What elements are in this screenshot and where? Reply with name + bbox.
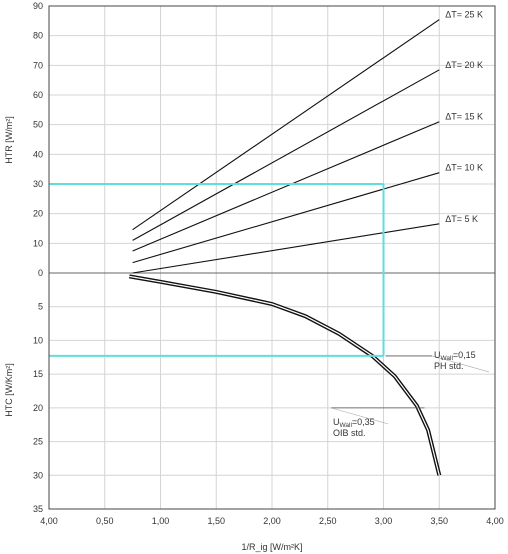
series-label: ΔT= 5 K [445,214,478,224]
y-axis-title-htc: HTC [W/Km²] [4,363,14,417]
y-tick-label-htc: 25 [33,437,43,447]
x-tick-label: 4,00 [486,516,504,526]
y-tick-label-htc: 35 [33,504,43,514]
series-line [132,121,440,252]
annotation-underline [330,407,389,425]
y-tick-label-htr: 90 [33,1,43,11]
x-axis-title: 1/R_ig [W/m²K] [241,542,302,552]
y-tick-label-htr: 0 [38,268,43,278]
y-tick-label-htc: 30 [33,470,43,480]
series-label: ΔT= 15 K [445,112,483,122]
y-axis-title-htr: HTR [W/m²] [4,116,14,164]
series-line [132,69,440,241]
x-tick-label: 2,00 [263,516,281,526]
y-tick-label-htr: 40 [33,149,43,159]
annotation-label-line2: PH std. [434,361,464,371]
x-tick-label: 4,00 [40,516,58,526]
x-tick-label: 3,00 [375,516,393,526]
data-lines [128,19,442,476]
y-tick-label-htr: 60 [33,90,43,100]
plot-frame [48,5,496,510]
series-line [132,223,440,274]
x-tick-label: 2,50 [319,516,337,526]
y-tick-label-htr: 10 [33,238,43,248]
y-tick-label-htr: 80 [33,31,43,41]
y-tick-label-htr: 50 [33,120,43,130]
y-tick-label-htc: 20 [33,403,43,413]
series-label: ΔT= 10 K [445,163,483,173]
y-tick-label-htr: 30 [33,179,43,189]
htc-curve-inner [129,275,440,476]
annotation-label-line2: OIB std. [333,428,366,438]
y-tick-label-htr: 20 [33,209,43,219]
series-label: ΔT= 25 K [445,10,483,20]
x-tick-label: 3,50 [430,516,448,526]
annotation-label: UWall=0,35 [333,417,375,429]
y-tick-label-htc: 10 [33,335,43,345]
highlight-lines [49,183,385,357]
series-label: ΔT= 20 K [445,60,483,70]
y-tick-label-htc: 5 [38,302,43,312]
line-labels: ΔT= 5 K ΔT= 10 K ΔT= 15 K ΔT= 20 K ΔT= 25 K U… [330,10,490,438]
y-tick-label-htr: 70 [33,60,43,70]
series-line [132,172,440,264]
htc-curve [128,274,442,476]
annotation-underline [431,355,490,373]
annotation-label: UWall=0,15 [434,350,476,362]
tick-labels: 4,00 0,50 1,00 1,50 2,00 2,50 3,00 3,50 4,00 90 80… [33,1,504,526]
x-tick-label: 0,50 [96,516,114,526]
x-tick-label: 1,50 [207,516,225,526]
series-line [132,19,440,231]
y-tick-label-htc: 15 [33,369,43,379]
x-tick-label: 1,00 [152,516,170,526]
